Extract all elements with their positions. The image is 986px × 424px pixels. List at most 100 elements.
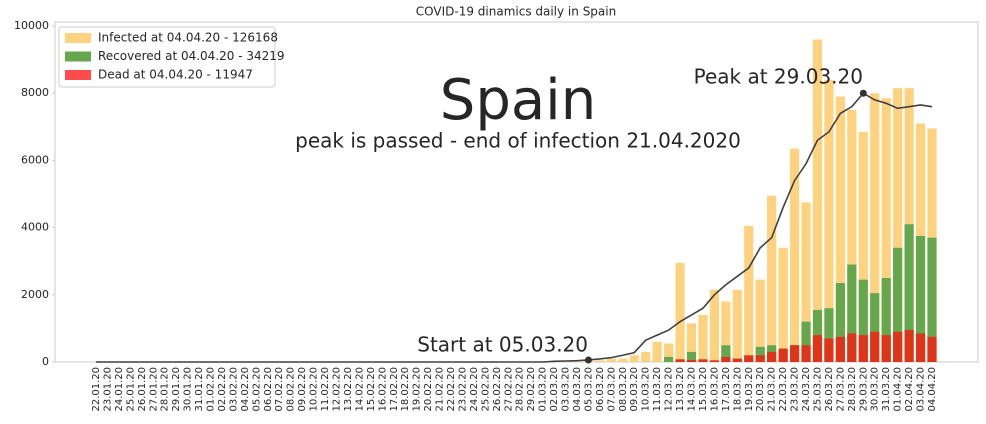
x-tick-label: 07.02.20	[274, 367, 285, 412]
bar	[824, 308, 834, 362]
bar	[709, 289, 719, 362]
bar	[881, 335, 891, 362]
annotation-label: Start at 05.03.20	[417, 333, 588, 357]
x-tick-label: 31.01.20	[194, 367, 205, 412]
x-tick-label: 02.04.20	[904, 367, 915, 412]
bar	[721, 356, 731, 362]
bar	[927, 336, 937, 362]
x-tick-label: 01.04.20	[893, 367, 904, 412]
annotation-point	[859, 89, 867, 97]
chart-title: COVID-19 dinamics daily in Spain	[416, 5, 616, 19]
bar	[698, 314, 708, 362]
x-tick-label: 14.02.20	[354, 367, 365, 412]
x-tick-label: 03.02.20	[228, 367, 239, 412]
bar	[778, 247, 788, 362]
legend-swatch	[65, 51, 91, 62]
bar	[686, 359, 697, 362]
x-tick-label: 24.02.20	[469, 367, 480, 412]
x-tick-label: 28.03.20	[847, 367, 858, 412]
x-tick-label: 07.03.20	[606, 367, 617, 412]
x-tick-label: 09.02.20	[297, 367, 308, 412]
x-tick-label: 02.03.20	[549, 367, 560, 412]
bar	[755, 355, 765, 362]
bar	[709, 360, 719, 362]
bar	[858, 279, 868, 362]
x-tick-label: 09.03.20	[629, 367, 640, 412]
legend-label: Dead at 04.04.20 - 11947	[98, 68, 253, 82]
x-tick-label: 25.01.20	[125, 367, 136, 412]
y-tick-label: 2000	[21, 288, 49, 301]
bar	[812, 39, 823, 362]
bar	[835, 96, 845, 362]
x-tick-label: 08.02.20	[286, 367, 297, 412]
bar	[755, 346, 765, 362]
x-tick-label: 10.02.20	[309, 367, 320, 412]
x-tick-label: 08.03.20	[618, 367, 629, 412]
bar	[915, 333, 926, 362]
x-tick-label: 10.03.20	[641, 367, 652, 412]
x-tick-label: 29.02.20	[526, 367, 537, 412]
bar	[595, 360, 605, 362]
x-tick-label: 29.03.20	[858, 367, 869, 412]
x-tick-label: 04.03.20	[572, 367, 583, 412]
x-tick-label: 30.01.20	[183, 367, 194, 412]
x-tick-label: 27.03.20	[835, 367, 846, 412]
bar	[618, 358, 628, 362]
bar	[606, 358, 616, 362]
bar	[686, 351, 697, 362]
bar	[893, 247, 903, 362]
bar	[767, 351, 777, 362]
x-tick-label: 06.02.20	[263, 367, 274, 412]
x-tick-label: 06.03.20	[595, 367, 606, 412]
y-tick-label: 10000	[14, 19, 49, 32]
x-tick-label: 11.03.20	[652, 367, 663, 412]
bar	[881, 278, 891, 362]
x-tick-label: 24.01.20	[114, 367, 125, 412]
x-tick-label: 03.04.20	[916, 367, 927, 412]
x-tick-label: 23.03.20	[790, 367, 801, 412]
bar	[744, 355, 754, 362]
x-tick-label: 26.01.20	[137, 367, 148, 412]
x-tick-label: 22.02.20	[446, 367, 457, 412]
bar	[732, 289, 742, 362]
x-tick-label: 15.03.20	[698, 367, 709, 412]
bar	[847, 110, 857, 362]
legend-label: Recovered at 04.04.20 - 34219	[98, 49, 285, 63]
subheading: peak is passed - end of infection 21.04.…	[295, 129, 741, 153]
x-tick-label: 04.04.20	[927, 367, 938, 412]
x-tick-label: 29.01.20	[171, 367, 182, 412]
x-tick-label: 31.03.20	[881, 367, 892, 412]
legend-swatch	[65, 70, 91, 80]
x-tick-label: 28.01.20	[160, 367, 171, 412]
bar	[870, 331, 880, 362]
y-tick-label: 6000	[21, 153, 49, 166]
x-tick-label: 13.02.20	[343, 367, 354, 412]
x-tick-label: 13.03.20	[675, 367, 686, 412]
bar	[847, 264, 857, 362]
bar	[732, 358, 742, 362]
x-tick-label: 21.02.20	[435, 367, 446, 412]
x-tick-label: 17.02.20	[389, 367, 400, 412]
bar	[915, 236, 926, 362]
x-tick-label: 30.03.20	[870, 367, 881, 412]
bar	[652, 341, 662, 362]
x-tick-label: 20.03.20	[755, 367, 766, 412]
x-tick-label: 17.03.20	[721, 367, 732, 412]
bar	[858, 131, 868, 362]
x-tick-label: 27.02.20	[503, 367, 514, 412]
bar	[755, 279, 765, 362]
x-tick-label: 03.03.20	[561, 367, 572, 412]
x-tick-label: 14.03.20	[687, 367, 698, 412]
bar	[721, 301, 731, 362]
bar	[572, 361, 582, 362]
bar	[789, 345, 800, 362]
x-tick-label: 04.02.20	[240, 367, 251, 412]
bar	[893, 88, 903, 363]
bar	[881, 98, 891, 362]
bar	[927, 237, 937, 362]
bar	[847, 333, 857, 362]
x-tick-label: 26.02.20	[492, 367, 503, 412]
x-tick-label: 19.03.20	[744, 367, 755, 412]
x-tick-label: 16.03.20	[709, 367, 720, 412]
bar	[870, 293, 880, 362]
